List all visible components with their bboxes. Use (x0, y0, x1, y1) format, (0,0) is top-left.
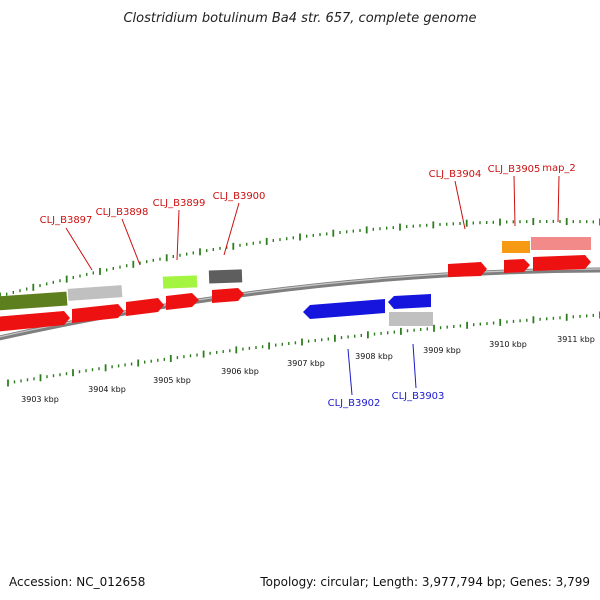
forward-gene-arrow (126, 298, 164, 316)
kbp-label: 3910 kbp (489, 340, 527, 349)
gene-block-olive (0, 291, 68, 311)
gene-block-dark-gray (208, 269, 243, 284)
reverse-gene-arrow (303, 299, 385, 319)
label-leader-line (412, 343, 417, 389)
label-leader-line (176, 209, 180, 261)
forward-gene-arrow (72, 304, 124, 323)
forward-gene-arrow (504, 259, 530, 273)
gene-label: CLJ_B3903 (392, 391, 445, 402)
kbp-label: 3906 kbp (221, 367, 259, 376)
label-leader-line (121, 218, 141, 266)
gene-block-light-gray (67, 285, 123, 301)
genome-summary-text: Topology: circular; Length: 3,977,794 bp… (259, 575, 590, 589)
reverse-gene-row (303, 294, 433, 326)
kbp-label: 3904 kbp (88, 385, 126, 394)
kbp-label: 3908 kbp (355, 352, 393, 361)
gene-label: CLJ_B3904 (429, 169, 482, 180)
gene-block-light-green (162, 275, 198, 289)
kbp-label: 3905 kbp (153, 376, 191, 385)
forward-gene-arrow (0, 311, 70, 332)
map-title: Clostridium botulinum Ba4 str. 657, comp… (123, 11, 476, 26)
gene-block-pink (531, 237, 591, 250)
gene-block-orange (502, 241, 530, 253)
gene-label: CLJ_B3899 (153, 198, 206, 209)
forward-gene-arrow (166, 293, 199, 310)
label-leader-line (65, 227, 93, 271)
genome-backbone-highlight (0, 268, 600, 338)
kbp-label: 3907 kbp (287, 359, 325, 368)
gene-label: CLJ_B3900 (213, 191, 266, 202)
forward-gene-arrow (212, 288, 244, 303)
kbp-scale: 3903 kbp 3904 kbp 3905 kbp 3906 kbp 3907… (21, 335, 595, 404)
reverse-gene-arrow (388, 294, 431, 309)
kbp-label: 3909 kbp (423, 346, 461, 355)
kbp-label: 3903 kbp (21, 395, 59, 404)
forward-gene-row (0, 255, 591, 332)
label-leader-line (513, 175, 516, 227)
gene-block-light-gray (389, 312, 433, 326)
accession-text: Accession: NC_012658 (9, 575, 145, 589)
gene-label: CLJ_B3897 (40, 215, 93, 226)
kbp-label: 3911 kbp (557, 335, 595, 344)
forward-gene-arrow (533, 255, 591, 271)
upper-tick-row (0, 218, 600, 300)
upper-feature-row (0, 237, 591, 311)
gene-label: CLJ_B3905 (488, 164, 541, 175)
gene-label: CLJ_B3898 (96, 207, 149, 218)
genome-backbone (0, 267, 600, 341)
label-leader-line (223, 202, 240, 256)
gene-label: CLJ_B3902 (328, 398, 381, 409)
label-leader-line (454, 180, 466, 230)
gene-label: map_2 (542, 163, 576, 174)
gene-labels-top: CLJ_B3897 CLJ_B3898 CLJ_B3899 CLJ_B3900 … (40, 163, 576, 271)
lower-tick-row (7, 311, 600, 387)
label-leader-line (347, 348, 353, 396)
gene-labels-bottom: CLJ_B3902 CLJ_B3903 (328, 343, 445, 409)
label-leader-line (557, 175, 560, 223)
forward-gene-arrow (448, 262, 487, 277)
